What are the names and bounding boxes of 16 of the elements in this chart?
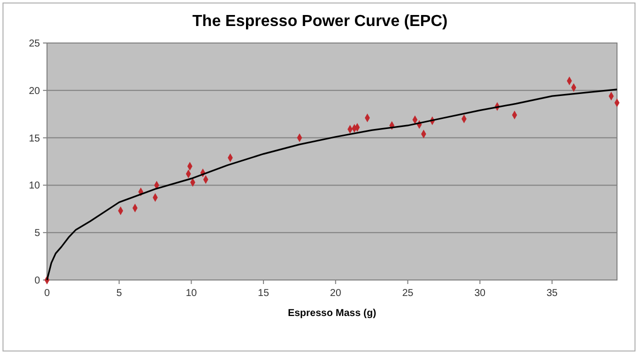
y-tick-label: 25: [28, 38, 40, 50]
x-tick-label: 0: [44, 288, 50, 299]
y-tick-label: 5: [34, 228, 40, 240]
x-axis-title: Espresso Mass (g): [288, 308, 376, 319]
x-tick-label: 10: [186, 288, 198, 299]
x-tick-label: 15: [258, 288, 270, 299]
x-tick-label: 25: [402, 288, 414, 299]
y-tick-label: 15: [28, 133, 40, 144]
y-tick-label: 0: [34, 276, 40, 286]
chart-title: The Espresso Power Curve (EPC): [192, 13, 448, 30]
x-tick-label: 5: [116, 288, 122, 299]
y-tick-label: 20: [28, 86, 40, 97]
y-tick-label: 10: [28, 180, 40, 192]
x-tick-label: 30: [474, 288, 486, 299]
x-tick-label: 35: [546, 288, 558, 299]
x-tick-label: 20: [330, 288, 342, 299]
